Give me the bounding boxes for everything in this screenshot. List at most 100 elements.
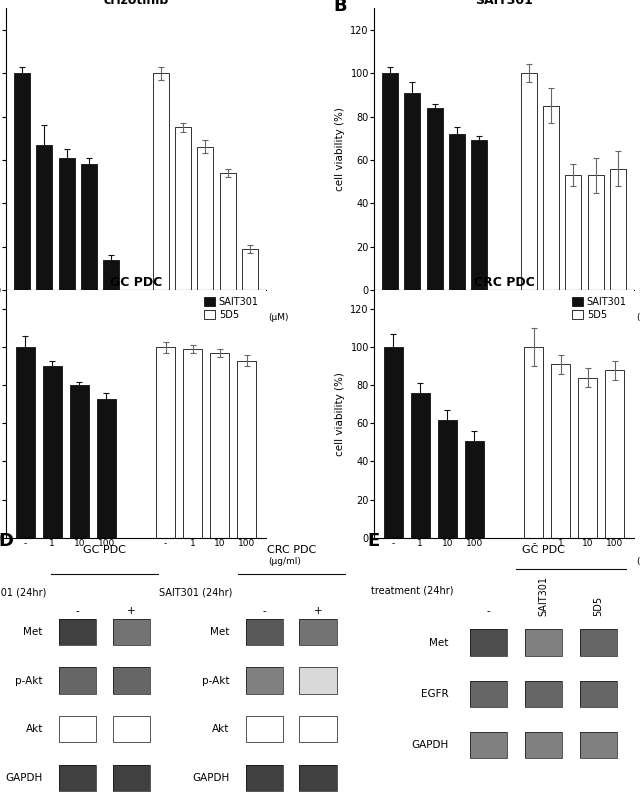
- Text: SAIT301 (24hr): SAIT301 (24hr): [159, 587, 233, 598]
- Text: E: E: [367, 532, 380, 550]
- Text: -: -: [262, 606, 266, 616]
- Bar: [470, 629, 508, 655]
- Bar: [520, 74, 536, 290]
- Text: B: B: [333, 0, 347, 15]
- Bar: [113, 716, 150, 743]
- Bar: [59, 619, 97, 645]
- Text: GC PDC: GC PDC: [522, 545, 565, 555]
- Text: GAPDH: GAPDH: [412, 740, 449, 750]
- Bar: [246, 716, 284, 743]
- Text: Akt: Akt: [212, 724, 230, 734]
- Title: CRC PDC: CRC PDC: [474, 276, 534, 289]
- Bar: [580, 680, 618, 707]
- Bar: [525, 732, 563, 758]
- Text: (μM): (μM): [268, 313, 289, 322]
- Legend: SAIT301, 5D5: SAIT301, 5D5: [570, 295, 628, 322]
- Bar: [59, 764, 97, 791]
- Bar: [470, 732, 508, 758]
- Bar: [237, 360, 257, 537]
- Bar: [43, 366, 62, 537]
- Text: D: D: [0, 532, 13, 550]
- Bar: [300, 764, 337, 791]
- Bar: [470, 629, 508, 655]
- Bar: [246, 764, 284, 791]
- Text: -: -: [76, 606, 79, 616]
- Bar: [382, 74, 398, 290]
- Bar: [104, 260, 120, 290]
- Text: Met: Met: [211, 627, 230, 637]
- Bar: [300, 619, 337, 645]
- Bar: [580, 732, 618, 758]
- Bar: [113, 619, 150, 645]
- Bar: [175, 128, 191, 290]
- Bar: [543, 106, 559, 290]
- Text: SAIT301 (24hr): SAIT301 (24hr): [0, 587, 46, 598]
- Bar: [525, 680, 563, 707]
- Bar: [246, 667, 284, 694]
- Bar: [113, 764, 150, 791]
- Bar: [427, 108, 443, 290]
- Bar: [59, 667, 97, 694]
- Bar: [246, 619, 284, 645]
- Bar: [97, 398, 116, 537]
- Bar: [525, 629, 563, 655]
- Bar: [152, 74, 168, 290]
- Bar: [59, 619, 97, 645]
- Text: 5D5: 5D5: [594, 596, 604, 617]
- Text: (μg/ml): (μg/ml): [636, 558, 640, 566]
- Text: GAPDH: GAPDH: [6, 772, 43, 783]
- Bar: [246, 764, 284, 791]
- Bar: [15, 347, 35, 537]
- Bar: [300, 667, 337, 694]
- Bar: [156, 347, 175, 537]
- Bar: [404, 93, 420, 290]
- Bar: [551, 364, 570, 537]
- Text: CRC PDC: CRC PDC: [184, 349, 227, 360]
- Text: p-Akt: p-Akt: [202, 675, 230, 685]
- Bar: [383, 347, 403, 537]
- Text: SAIT301: SAIT301: [539, 576, 548, 617]
- Legend: SAIT301, 5D5: SAIT301, 5D5: [202, 295, 260, 322]
- Bar: [472, 141, 488, 290]
- Bar: [411, 393, 430, 537]
- Text: GC PDC: GC PDC: [416, 349, 454, 360]
- Text: p-Akt: p-Akt: [15, 675, 43, 685]
- Bar: [113, 764, 150, 791]
- Bar: [113, 667, 150, 694]
- Bar: [525, 680, 563, 707]
- Bar: [14, 74, 30, 290]
- Bar: [580, 680, 618, 707]
- Text: Akt: Akt: [26, 724, 43, 734]
- Bar: [113, 667, 150, 694]
- Text: EGFR: EGFR: [421, 688, 449, 699]
- Bar: [220, 173, 236, 290]
- Bar: [59, 158, 75, 290]
- Text: Met: Met: [429, 638, 449, 647]
- Bar: [470, 732, 508, 758]
- Text: treatment (24hr): treatment (24hr): [371, 585, 454, 595]
- Bar: [438, 419, 457, 537]
- Bar: [113, 619, 150, 645]
- Bar: [59, 764, 97, 791]
- Bar: [59, 667, 97, 694]
- Bar: [449, 134, 465, 290]
- Bar: [246, 667, 284, 694]
- Text: (μg/ml): (μg/ml): [636, 313, 640, 322]
- Bar: [610, 169, 626, 290]
- Text: +: +: [127, 606, 136, 616]
- Bar: [470, 680, 508, 707]
- Bar: [242, 249, 258, 290]
- Text: Met: Met: [24, 627, 43, 637]
- Y-axis label: cell viability (%): cell viability (%): [335, 107, 345, 191]
- Bar: [524, 347, 543, 537]
- Bar: [465, 440, 484, 537]
- Text: CRC PDC: CRC PDC: [267, 545, 316, 555]
- Bar: [300, 619, 337, 645]
- Bar: [525, 732, 563, 758]
- Bar: [565, 175, 581, 290]
- Text: CRC PDC: CRC PDC: [552, 349, 595, 360]
- Title: GC PDC: GC PDC: [110, 276, 162, 289]
- Bar: [70, 385, 89, 537]
- Bar: [588, 175, 604, 290]
- Text: (μg/ml): (μg/ml): [268, 558, 301, 566]
